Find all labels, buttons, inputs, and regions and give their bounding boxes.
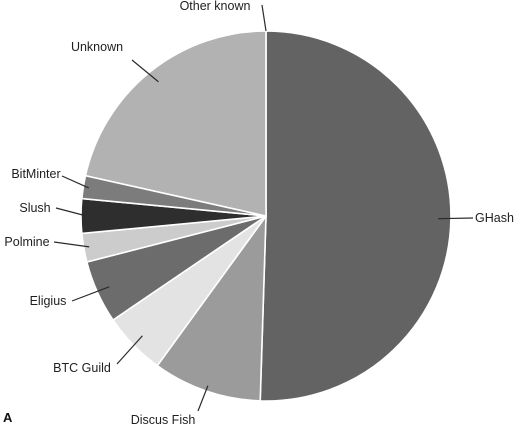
leader-line-polmine [53,241,90,248]
leader-line-bitminter [61,175,90,189]
pie-slices [80,30,452,402]
slice-label-btc-guild: BTC Guild [53,361,111,375]
slice-ghash [259,30,452,402]
slice-label-other-known: Other known [180,0,251,13]
leader-line-ghash [438,217,474,220]
slice-labels: GHash Discus Fish BTC Guild Eligius Polmine S… [4,0,514,427]
leader-line-slush [55,207,87,217]
slice-label-discus-fish: Discus Fish [131,413,196,427]
slice-label-eligius: Eligius [30,294,67,308]
slice-label-slush: Slush [19,201,50,215]
slice-label-ghash: GHash [475,211,514,225]
slice-label-unknown: Unknown [71,40,123,54]
leader-line-eligius [71,286,110,302]
slice-label-bitminter: BitMinter [11,167,60,181]
slice-label-polmine: Polmine [4,235,49,249]
leader-line-discus-fish [197,385,209,412]
slice-unknown [84,30,267,217]
panel-label: A [3,410,13,425]
leader-line-unknown [131,59,159,83]
leader-line-btc-guild [116,335,143,365]
label-leader-lines [53,4,474,412]
leader-line-other-known [261,4,267,32]
